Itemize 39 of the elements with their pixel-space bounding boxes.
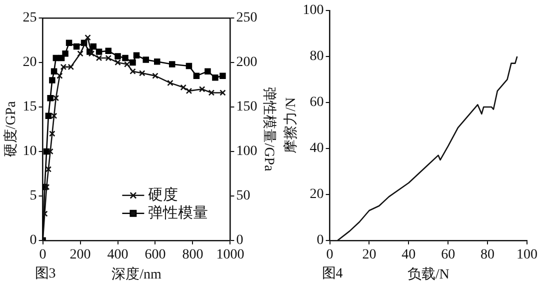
y2-axis-title: 弹性模量/GPa <box>260 87 277 172</box>
legend-label: 弹性模量 <box>148 204 208 222</box>
y-axis-title: 硬度/GPa <box>3 100 20 158</box>
x-tick-label: 80 <box>480 247 495 262</box>
y2-tick-label: 100 <box>236 144 258 160</box>
legend-label: 硬度 <box>148 186 178 204</box>
y-axis-title: 摩擦力/N <box>283 97 300 154</box>
y-tick-label: 40 <box>310 141 324 156</box>
x-tick-label: 0 <box>39 247 46 262</box>
y-tick-label: 60 <box>310 95 324 110</box>
x-tick-label: 1000 <box>216 247 244 262</box>
x-tick-label: 100 <box>516 247 538 262</box>
y-tick-label: 80 <box>310 49 324 64</box>
x-tick-label: 800 <box>182 247 204 262</box>
x-tick-label: 0 <box>326 247 334 262</box>
y2-tick-label: 50 <box>236 188 250 204</box>
caption: 图3 <box>34 266 56 282</box>
y-tick-label: 0 <box>30 233 37 248</box>
y-tick-label: 20 <box>22 55 37 70</box>
x-tick-label: 60 <box>441 247 456 262</box>
y-tick-label: 0 <box>316 233 324 248</box>
x-tick-label: 600 <box>144 247 166 262</box>
y2-tick-label: 200 <box>236 55 258 70</box>
y-tick-label: 5 <box>30 188 37 204</box>
y-tick-label: 20 <box>310 187 324 202</box>
x-axis-title: 负载/N <box>407 266 450 282</box>
y-tick-label: 100 <box>302 3 324 18</box>
x-tick-label: 200 <box>70 247 91 262</box>
y-tick-label: 10 <box>22 144 37 160</box>
x-tick-label: 20 <box>362 247 376 262</box>
y2-tick-label: 0 <box>236 233 244 248</box>
y-tick-label: 25 <box>22 10 37 26</box>
y2-tick-label: 250 <box>236 10 258 26</box>
y-tick-label: 15 <box>22 100 37 115</box>
x-tick-label: 40 <box>402 247 416 262</box>
caption: 图4 <box>322 266 343 282</box>
x-tick-label: 400 <box>107 247 128 262</box>
x-axis-title: 深度/nm <box>112 266 162 282</box>
y2-tick-label: 150 <box>236 100 258 115</box>
